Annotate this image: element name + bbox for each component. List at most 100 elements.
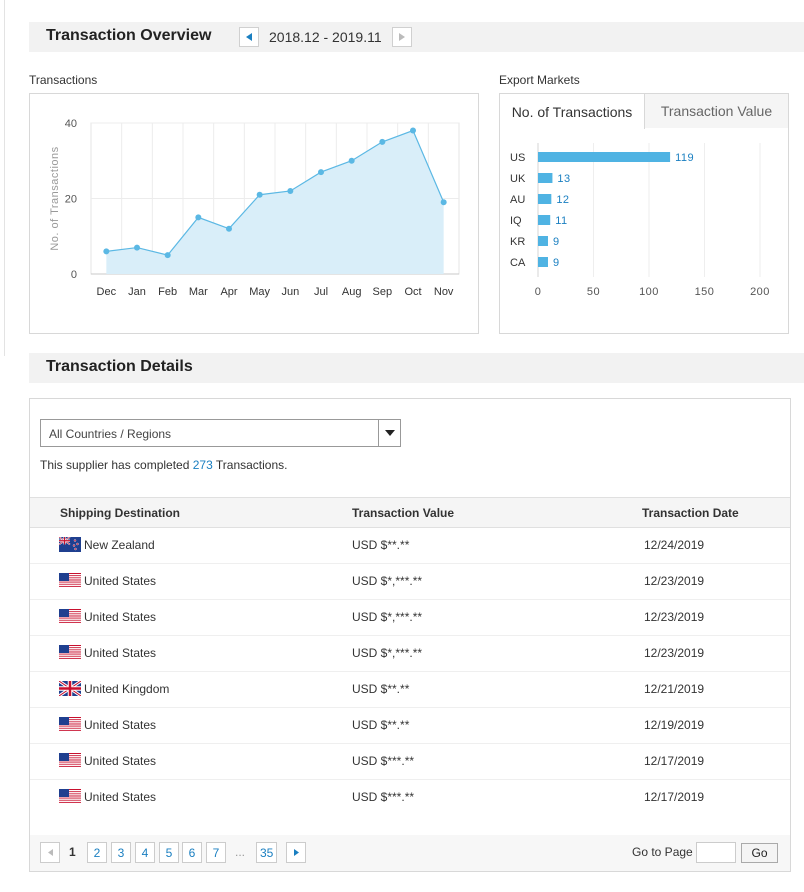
table-row: United States USD $*,***.** 12/23/2019: [30, 564, 790, 600]
country-region-select-value: All Countries / Regions: [49, 427, 172, 441]
market-bar[interactable]: [538, 152, 671, 162]
country-name: United States: [84, 789, 157, 804]
transaction-value-cell: USD $**.**: [352, 718, 410, 732]
dropdown-button[interactable]: [378, 420, 400, 446]
transaction-value-cell: USD $*,***.**: [352, 646, 423, 660]
data-point[interactable]: [410, 127, 416, 134]
data-point[interactable]: [318, 169, 324, 176]
data-point[interactable]: [164, 252, 171, 259]
triangle-down-icon: [384, 430, 395, 436]
shipping-destination-cell: United States: [59, 645, 156, 660]
shipping-destination-cell: United States: [59, 573, 156, 588]
us-flag-icon: [59, 789, 81, 804]
market-bar[interactable]: [538, 215, 551, 225]
transaction-details-panel: All Countries / Regions This supplier ha…: [29, 398, 791, 872]
area-fill: [106, 130, 444, 274]
details-title: Transaction Details: [46, 358, 193, 375]
x-tick-label: Nov: [434, 286, 454, 298]
country-name: United States: [84, 753, 157, 768]
data-point[interactable]: [348, 157, 355, 164]
x-tick-label: 100: [639, 286, 659, 298]
transaction-value-cell: USD $*,***.**: [352, 574, 423, 588]
x-tick-label: Jun: [281, 286, 299, 298]
overview-title: Transaction Overview: [46, 27, 212, 44]
market-bar[interactable]: [538, 173, 553, 183]
last-page-button[interactable]: 35: [256, 842, 278, 863]
market-bar[interactable]: [538, 257, 548, 267]
data-point[interactable]: [195, 214, 202, 221]
bar-value-label: 12: [556, 194, 569, 206]
x-tick-label: 50: [587, 286, 600, 298]
transactions-chart-panel: 0 20 40 No. of Transactions Dec Jan Feb Mar Apr M…: [29, 93, 479, 334]
category-label: US: [510, 152, 525, 164]
bar-value-label: 119: [675, 152, 694, 164]
category-label: UK: [510, 173, 526, 185]
data-point[interactable]: [379, 138, 386, 145]
transaction-date-cell: 12/24/2019: [644, 538, 705, 552]
x-tick-label: Oct: [404, 286, 421, 298]
x-tick-label: Sep: [373, 286, 393, 298]
go-to-page-label: Go to Page: [632, 845, 693, 859]
page-button[interactable]: 2: [87, 842, 107, 863]
transaction-value-cell: USD $***.**: [352, 790, 415, 804]
tab-transaction-value[interactable]: Transaction Value: [645, 94, 788, 128]
transaction-date-cell: 12/19/2019: [644, 718, 705, 732]
bar-value-label: 9: [553, 236, 560, 248]
go-button[interactable]: Go: [741, 843, 778, 863]
x-tick-label: May: [249, 286, 270, 298]
page-button[interactable]: 4: [135, 842, 155, 863]
bar-value-label: 9: [553, 257, 560, 269]
market-bar[interactable]: [538, 236, 548, 246]
go-to-page-input[interactable]: [696, 842, 736, 863]
page-button[interactable]: 6: [182, 842, 202, 863]
shipping-destination-cell: United States: [59, 789, 156, 804]
table-row: United States USD $*,***.** 12/23/2019: [30, 600, 790, 636]
overview-header: Transaction Overview 2018.12 - 2019.11: [29, 22, 804, 52]
shipping-destination-cell: United States: [59, 753, 156, 768]
transaction-summary: This supplier has completed 273 Transact…: [40, 458, 287, 472]
transaction-value-cell: USD $**.**: [352, 682, 410, 696]
transactions-chart: 0 20 40 No. of Transactions Dec Jan Feb Mar Apr M…: [49, 118, 460, 298]
transaction-value-cell: USD $***.**: [352, 754, 415, 768]
prev-range-button[interactable]: [239, 27, 259, 47]
page-button[interactable]: 7: [206, 842, 226, 863]
market-bar[interactable]: [538, 194, 552, 204]
transaction-date-cell: 12/17/2019: [644, 790, 705, 804]
transaction-date-cell: 12/23/2019: [644, 646, 705, 660]
data-point[interactable]: [226, 225, 232, 232]
data-point[interactable]: [256, 191, 263, 198]
caret-left-icon: [47, 849, 53, 856]
transaction-date-cell: 12/23/2019: [644, 574, 705, 588]
x-tick-label: Feb: [158, 286, 177, 298]
data-point[interactable]: [103, 248, 110, 255]
data-point[interactable]: [134, 244, 140, 251]
y-tick-label: 0: [71, 269, 77, 281]
tab-no-of-transactions[interactable]: No. of Transactions: [500, 94, 645, 129]
bar-value-label: 13: [557, 173, 570, 185]
current-page: 1: [69, 845, 76, 859]
prev-page-button[interactable]: [40, 842, 60, 863]
category-label: KR: [510, 236, 525, 248]
transactions-label: Transactions: [29, 73, 98, 87]
x-tick-label: 200: [750, 286, 770, 298]
country-region-select[interactable]: All Countries / Regions: [40, 419, 401, 447]
next-page-button[interactable]: [286, 842, 306, 863]
shipping-destination-cell: United Kingdom: [59, 681, 169, 696]
transaction-count: 273: [192, 458, 213, 472]
page-button[interactable]: 3: [111, 842, 131, 863]
transaction-date-cell: 12/17/2019: [644, 754, 705, 768]
export-markets-label: Export Markets: [499, 73, 580, 87]
country-name: United States: [84, 609, 157, 624]
next-range-button[interactable]: [391, 27, 412, 47]
x-tick-label: Mar: [189, 286, 208, 298]
data-point[interactable]: [440, 199, 447, 206]
uk-flag-icon: [59, 681, 81, 696]
data-point[interactable]: [287, 187, 294, 194]
us-flag-icon: [59, 609, 81, 624]
x-tick-label: Jan: [128, 286, 146, 298]
export-markets-panel: No. of Transactions Transaction Value 0 5…: [499, 93, 789, 334]
country-name: United States: [84, 645, 157, 660]
page-button[interactable]: 5: [159, 842, 179, 863]
transaction-value-cell: USD $*,***.**: [352, 610, 423, 624]
table-row: United States USD $***.** 12/17/2019: [30, 744, 790, 780]
